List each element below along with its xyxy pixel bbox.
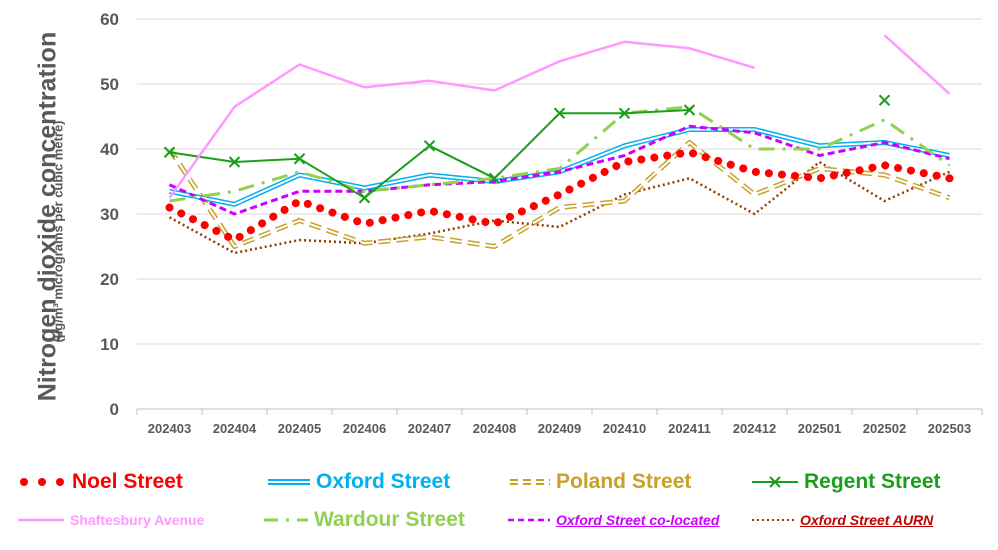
legend-swatch-poland-street xyxy=(510,479,550,485)
legend-swatch-noel-street xyxy=(20,478,64,486)
legend-label-oxford-street-aurn: Oxford Street AURN xyxy=(800,512,934,528)
y-tick-label: 40 xyxy=(100,140,119,159)
x-tick-label: 202406 xyxy=(343,421,386,436)
legend-label-wardour-street: Wardour Street xyxy=(314,508,465,531)
x-tick-label: 202501 xyxy=(798,421,841,436)
data-point-regent-street xyxy=(683,104,696,116)
series-line-shaftesbury-avenue xyxy=(168,40,755,199)
line-chart: 0 10 20 30 40 50 60 202403 202404 202405 202406 202… xyxy=(100,10,983,436)
y-axis-title: Nitrogen dioxide concentration (µg/m³ mi… xyxy=(8,12,88,432)
series-line-noel-street xyxy=(165,148,954,244)
legend-label-oxford-street: Oxford Street xyxy=(316,470,451,493)
series-regent-street xyxy=(163,94,891,204)
legend-item-regent-street: Regent Street xyxy=(752,470,941,494)
series-noel-street xyxy=(165,148,954,244)
legend-item-shaftesbury-avenue: Shaftesbury Avenue xyxy=(18,512,204,528)
x-tick-label: 202407 xyxy=(408,421,451,436)
legend-label-poland-street: Poland Street xyxy=(556,470,692,493)
y-tick-label: 10 xyxy=(100,335,119,354)
axes: 0 10 20 30 40 50 60 202403 202404 202405 202406 202… xyxy=(100,10,983,436)
data-point-regent-street xyxy=(488,172,501,184)
data-point-regent-street xyxy=(293,153,306,165)
data-point-regent-street xyxy=(423,140,436,152)
data-point-regent-street xyxy=(553,107,566,119)
data-point-regent-street xyxy=(228,156,241,168)
series-line-wardour-street xyxy=(169,105,951,203)
x-tick-label: 202403 xyxy=(148,421,191,436)
series-oxford-street-co-located xyxy=(168,124,950,216)
series-line-oxford-street-co-located xyxy=(168,124,950,216)
legend-label-regent-street: Regent Street xyxy=(804,470,941,493)
x-tick-label: 202409 xyxy=(538,421,581,436)
series-poland-street xyxy=(167,140,951,249)
legend-item-wardour-street: Wardour Street xyxy=(264,508,465,532)
legend-swatch-oxford-street-aurn xyxy=(752,519,794,521)
legend-label-oxford-street-co-located: Oxford Street co-located xyxy=(556,512,720,528)
data-point-regent-street xyxy=(163,146,176,158)
series-line-poland-street xyxy=(168,141,950,248)
x-tick-label: 202503 xyxy=(928,421,971,436)
y-tick-label: 60 xyxy=(100,10,119,29)
legend-item-oxford-street-co-located: Oxford Street co-located xyxy=(508,512,719,528)
legend-swatch-regent-street xyxy=(752,476,798,488)
legend-item-oxford-street-aurn: Oxford Street AURN xyxy=(752,512,933,528)
y-tick-label: 50 xyxy=(100,75,119,94)
legend-swatch-wardour-street xyxy=(264,518,308,522)
y-axis-units: (µg/m³ micrograms per cubic metre) xyxy=(50,120,66,343)
x-tick-label: 202405 xyxy=(278,421,321,436)
legend-label-shaftesbury-avenue: Shaftesbury Avenue xyxy=(70,512,205,528)
legend-item-noel-street: Noel Street xyxy=(18,470,183,494)
x-tick-label: 202412 xyxy=(733,421,776,436)
y-tick-label: 0 xyxy=(110,400,119,419)
x-tick-label: 202502 xyxy=(863,421,906,436)
series-layer xyxy=(163,34,954,255)
x-tick-label: 202404 xyxy=(213,421,257,436)
y-tick-label: 20 xyxy=(100,270,119,289)
legend-item-poland-street: Poland Street xyxy=(510,470,691,494)
series-oxford-street-aurn xyxy=(168,160,951,255)
legend-item-oxford-street: Oxford Street xyxy=(268,470,450,494)
data-point-regent-street xyxy=(358,192,371,204)
x-tick-label: 202410 xyxy=(603,421,646,436)
series-line-oxford-street-aurn xyxy=(168,160,951,255)
series-line-shaftesbury-avenue xyxy=(883,34,951,95)
legend-swatch-shaftesbury-avenue xyxy=(18,518,64,522)
gridlines xyxy=(137,18,982,345)
legend-label-noel-street: Noel Street xyxy=(72,470,183,493)
x-tick-label: 202411 xyxy=(668,421,711,436)
y-tick-label: 30 xyxy=(100,205,119,224)
legend-swatch-oxford-street-co-located xyxy=(508,518,550,522)
legend: Noel Street Oxford Street Poland Street … xyxy=(0,458,998,550)
x-tick-label: 202408 xyxy=(473,421,516,436)
series-shaftesbury-avenue xyxy=(168,34,951,199)
data-point-regent-street xyxy=(878,94,891,106)
series-wardour-street xyxy=(169,105,951,203)
legend-swatch-oxford-street xyxy=(268,479,310,485)
data-point-regent-street xyxy=(618,107,631,119)
